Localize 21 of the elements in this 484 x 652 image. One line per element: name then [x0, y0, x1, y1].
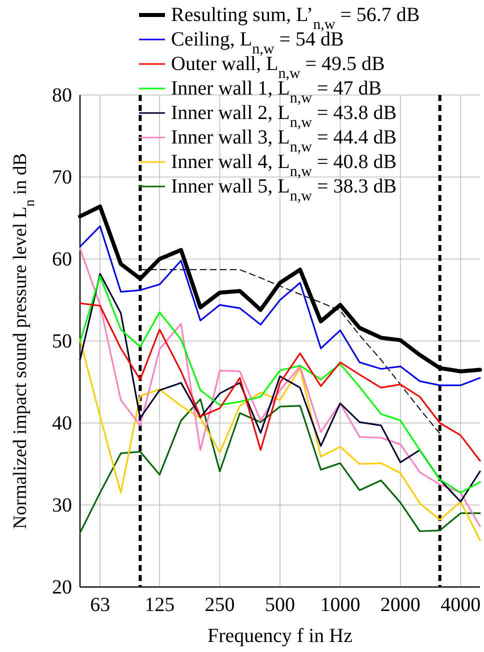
y-tick-label: 30 [52, 494, 72, 516]
line-series [79, 338, 481, 542]
x-axis-title: Frequency f in Hz [208, 625, 353, 647]
line-series [79, 225, 481, 386]
y-tick-label: 80 [52, 84, 72, 106]
legend-label: Resulting sum, L’$_{n,w}$ = 56.7 dB [171, 4, 420, 33]
x-tick-label: 250 [204, 594, 235, 616]
x-tick-label: 4000 [440, 594, 481, 616]
line-series [79, 398, 481, 534]
y-tick-label: 60 [52, 248, 72, 270]
y-tick-label: 70 [52, 166, 72, 188]
line-series [79, 248, 481, 528]
x-tick-label: 1000 [320, 594, 360, 616]
line-series [79, 302, 481, 462]
x-tick-label: 500 [265, 594, 295, 616]
y-tick-label: 20 [52, 576, 72, 598]
y-tick-label: 40 [52, 412, 72, 434]
y-tick-label: 50 [52, 330, 72, 352]
x-tick-label: 2000 [380, 594, 420, 616]
x-tick-label: 125 [144, 594, 175, 616]
x-tick-label: 63 [90, 594, 110, 616]
